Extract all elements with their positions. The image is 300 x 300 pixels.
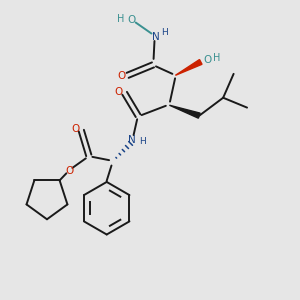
Text: H: H — [162, 28, 168, 37]
Text: O: O — [71, 124, 80, 134]
Text: H: H — [213, 53, 221, 63]
Polygon shape — [169, 105, 200, 118]
Text: O: O — [128, 15, 136, 25]
Polygon shape — [176, 59, 202, 75]
Text: N: N — [128, 134, 136, 145]
Text: O: O — [204, 56, 212, 65]
Text: O: O — [118, 71, 126, 81]
Text: H: H — [139, 137, 146, 146]
Text: O: O — [115, 87, 123, 97]
Text: N: N — [152, 32, 160, 41]
Text: H: H — [117, 14, 124, 24]
Text: O: O — [66, 166, 74, 176]
